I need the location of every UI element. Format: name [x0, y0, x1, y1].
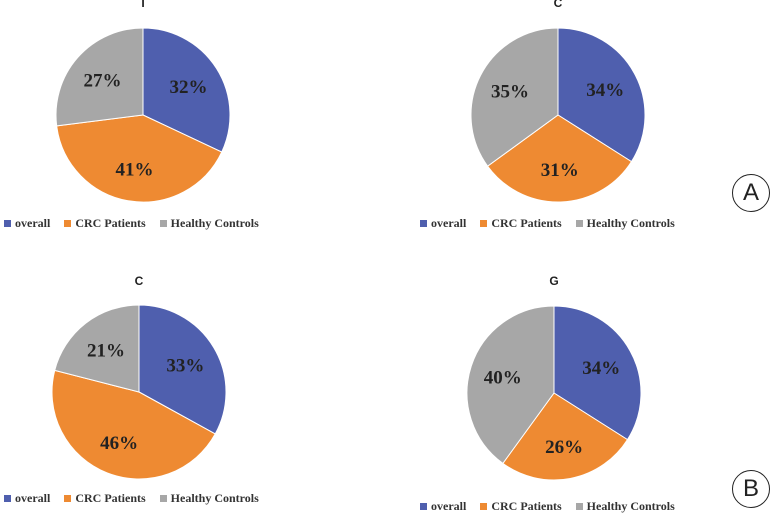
pie-label-overall: 32% — [170, 77, 208, 98]
pie-slice-healthy-controls — [55, 27, 144, 127]
pie-label-overall: 33% — [166, 356, 204, 377]
chart-title-t: T — [139, 0, 147, 10]
pie-slice-crc-patients — [56, 114, 223, 203]
legend-label: CRC Patients — [75, 491, 146, 505]
legend-swatch-overall — [4, 220, 11, 227]
pie-slice-crc-patients — [51, 369, 216, 480]
chart-title-c-bottom: C — [134, 274, 144, 288]
legend-item-crc-patients: CRC Patients — [480, 499, 562, 514]
legend-item-overall: overall — [420, 499, 466, 514]
pie-label-crc-patients: 31% — [541, 160, 579, 181]
chart-title-c-top: C — [553, 0, 563, 10]
legend-g: overall CRC Patients Healthy Controls — [420, 499, 689, 514]
legend-t: overall CRC Patients Healthy Controls — [4, 216, 273, 231]
legend-swatch-crc — [480, 220, 488, 227]
legend-c-top: overall CRC Patients Healthy Controls — [420, 216, 689, 231]
pie-label-healthy-controls: 21% — [87, 340, 125, 361]
legend-label: Healthy Controls — [586, 216, 675, 230]
legend-label: CRC Patients — [491, 216, 562, 230]
pie-slice-healthy-controls — [466, 305, 555, 465]
chart-title-g: G — [549, 274, 559, 288]
legend-item-healthy-controls: Healthy Controls — [575, 499, 675, 514]
pie-slice-overall — [142, 27, 231, 153]
legend-swatch-healthy — [575, 503, 583, 510]
legend-item-overall: overall — [4, 216, 50, 231]
pie-label-crc-patients: 26% — [545, 437, 583, 458]
legend-swatch-healthy — [159, 220, 167, 227]
legend-swatch-crc — [64, 220, 72, 227]
legend-item-overall: overall — [4, 491, 50, 506]
pie-slice-healthy-controls — [54, 304, 140, 393]
legend-c-bottom: overall CRC Patients Healthy Controls — [4, 491, 273, 506]
legend-item-healthy-controls: Healthy Controls — [575, 216, 675, 231]
panel-label-a: A — [732, 174, 770, 212]
legend-swatch-crc — [64, 495, 72, 502]
legend-label: Healthy Controls — [586, 499, 675, 513]
legend-item-overall: overall — [420, 216, 466, 231]
legend-label: Healthy Controls — [170, 216, 259, 230]
pie-slice-healthy-controls — [470, 27, 559, 167]
legend-swatch-healthy — [575, 220, 583, 227]
legend-label: overall — [431, 216, 467, 230]
legend-swatch-overall — [4, 495, 11, 502]
pie-slice-crc-patients — [486, 114, 633, 203]
legend-item-healthy-controls: Healthy Controls — [159, 491, 259, 506]
pie-label-healthy-controls: 27% — [84, 70, 122, 91]
legend-label: CRC Patients — [491, 499, 562, 513]
pie-label-healthy-controls: 40% — [484, 367, 522, 388]
panel-label-b: B — [732, 470, 770, 508]
pie-slice-crc-patients — [502, 392, 629, 481]
pie-label-healthy-controls: 35% — [491, 82, 529, 103]
legend-swatch-overall — [420, 503, 427, 510]
legend-swatch-healthy — [159, 495, 167, 502]
legend-label: overall — [15, 491, 51, 505]
pie-label-overall: 34% — [582, 358, 620, 379]
pie-label-overall: 34% — [586, 80, 624, 101]
pie-label-crc-patients: 46% — [100, 433, 138, 454]
pie-label-crc-patients: 41% — [116, 159, 154, 180]
pie-slice-overall — [138, 304, 227, 435]
legend-label: overall — [15, 216, 51, 230]
legend-item-healthy-controls: Healthy Controls — [159, 216, 259, 231]
legend-label: CRC Patients — [75, 216, 146, 230]
legend-label: Healthy Controls — [170, 491, 259, 505]
legend-item-crc-patients: CRC Patients — [480, 216, 562, 231]
legend-swatch-overall — [420, 220, 427, 227]
legend-item-crc-patients: CRC Patients — [64, 216, 146, 231]
legend-item-crc-patients: CRC Patients — [64, 491, 146, 506]
legend-label: overall — [431, 499, 467, 513]
legend-swatch-crc — [480, 503, 488, 510]
